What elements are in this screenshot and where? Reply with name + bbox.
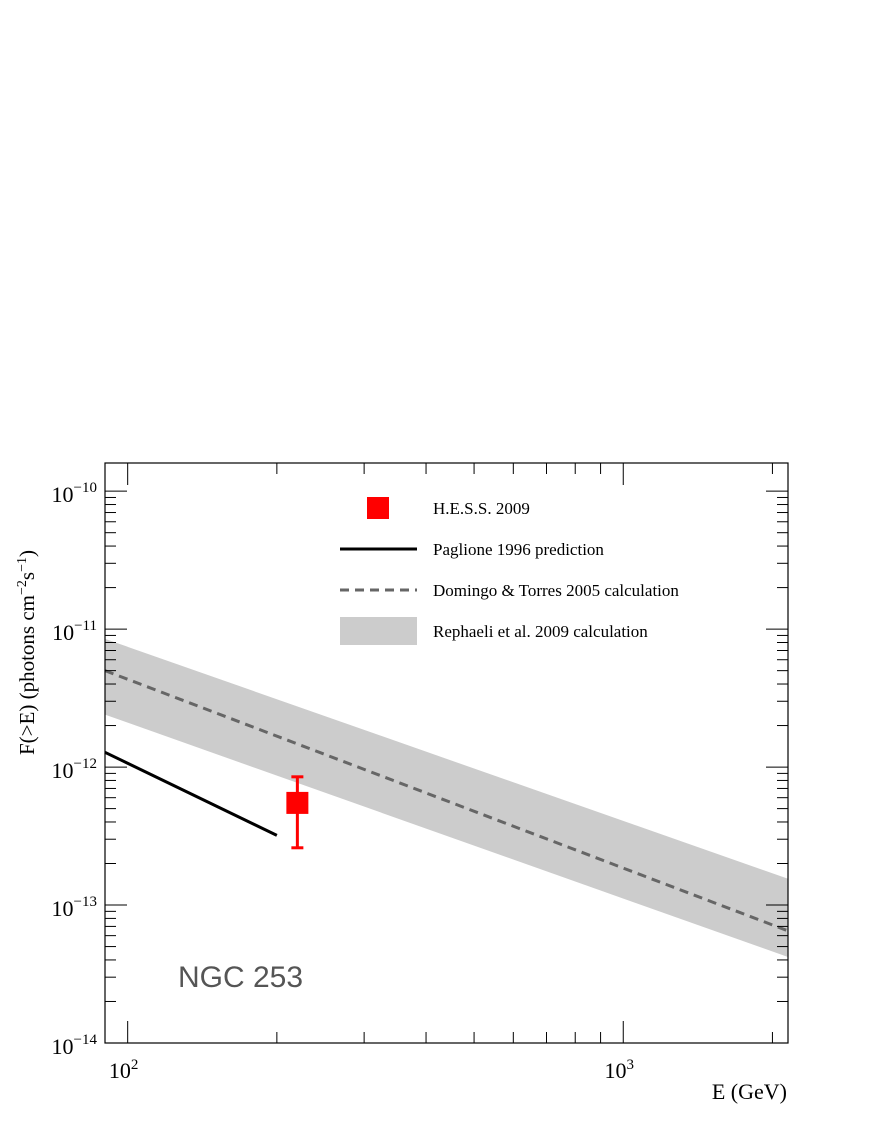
x-tick-label-exp: 3 bbox=[627, 1057, 635, 1073]
legend-label: Paglione 1996 prediction bbox=[433, 540, 604, 559]
y-tick-label: 10−14 bbox=[52, 1032, 98, 1059]
y-tick-label-exp: −10 bbox=[74, 480, 97, 496]
x-axis-label: E (GeV) bbox=[712, 1079, 787, 1104]
y-axis-label-main: F(>E) (photons cm bbox=[15, 595, 39, 755]
x-tick-label-base: 10 bbox=[605, 1058, 627, 1083]
y-tick-label-base: 10 bbox=[52, 620, 74, 645]
annotation-label: NGC 253 bbox=[178, 961, 303, 994]
y-axis-label-sup2: −1 bbox=[15, 557, 30, 572]
band-layer bbox=[105, 639, 788, 957]
y-tick-label-base: 10 bbox=[52, 482, 74, 507]
y-tick-label-exp: −11 bbox=[74, 618, 97, 634]
series-layer bbox=[105, 671, 788, 931]
y-tick-label-exp: −13 bbox=[74, 894, 97, 910]
y-axis-label-end: ) bbox=[15, 550, 39, 557]
x-tick-label: 102 bbox=[109, 1057, 139, 1083]
y-tick-label-base: 10 bbox=[52, 1034, 74, 1059]
y-tick-label: 10−13 bbox=[52, 894, 97, 921]
legend-label: H.E.S.S. 2009 bbox=[433, 499, 530, 518]
x-tick-label: 103 bbox=[605, 1057, 635, 1083]
y-tick-label-base: 10 bbox=[52, 758, 74, 783]
y-tick-label-exp: −12 bbox=[74, 756, 97, 772]
legend: H.E.S.S. 2009 Paglione 1996 prediction Dom… bbox=[340, 497, 679, 645]
y-tick-label-exp: −14 bbox=[74, 1032, 98, 1048]
legend-band-swatch bbox=[340, 617, 417, 645]
y-axis-label-sup1: −2 bbox=[15, 580, 30, 595]
hess-point bbox=[286, 792, 308, 814]
y-tick-label: 10−12 bbox=[52, 756, 97, 783]
legend-label: Rephaeli et al. 2009 calculation bbox=[433, 622, 648, 641]
y-tick-label: 10−11 bbox=[52, 618, 97, 645]
x-tick-label-base: 10 bbox=[109, 1058, 131, 1083]
legend-label: Domingo & Torres 2005 calculation bbox=[433, 581, 679, 600]
y-axis-label: F(>E) (photons cm−2s−1) bbox=[15, 550, 39, 755]
x-tick-label-exp: 2 bbox=[131, 1057, 139, 1073]
y-axis-label-mid: s bbox=[15, 572, 39, 580]
y-tick-label-base: 10 bbox=[52, 896, 74, 921]
legend-marker-square bbox=[367, 497, 389, 519]
rephaeli-band bbox=[105, 639, 788, 957]
y-tick-label: 10−10 bbox=[52, 480, 97, 507]
